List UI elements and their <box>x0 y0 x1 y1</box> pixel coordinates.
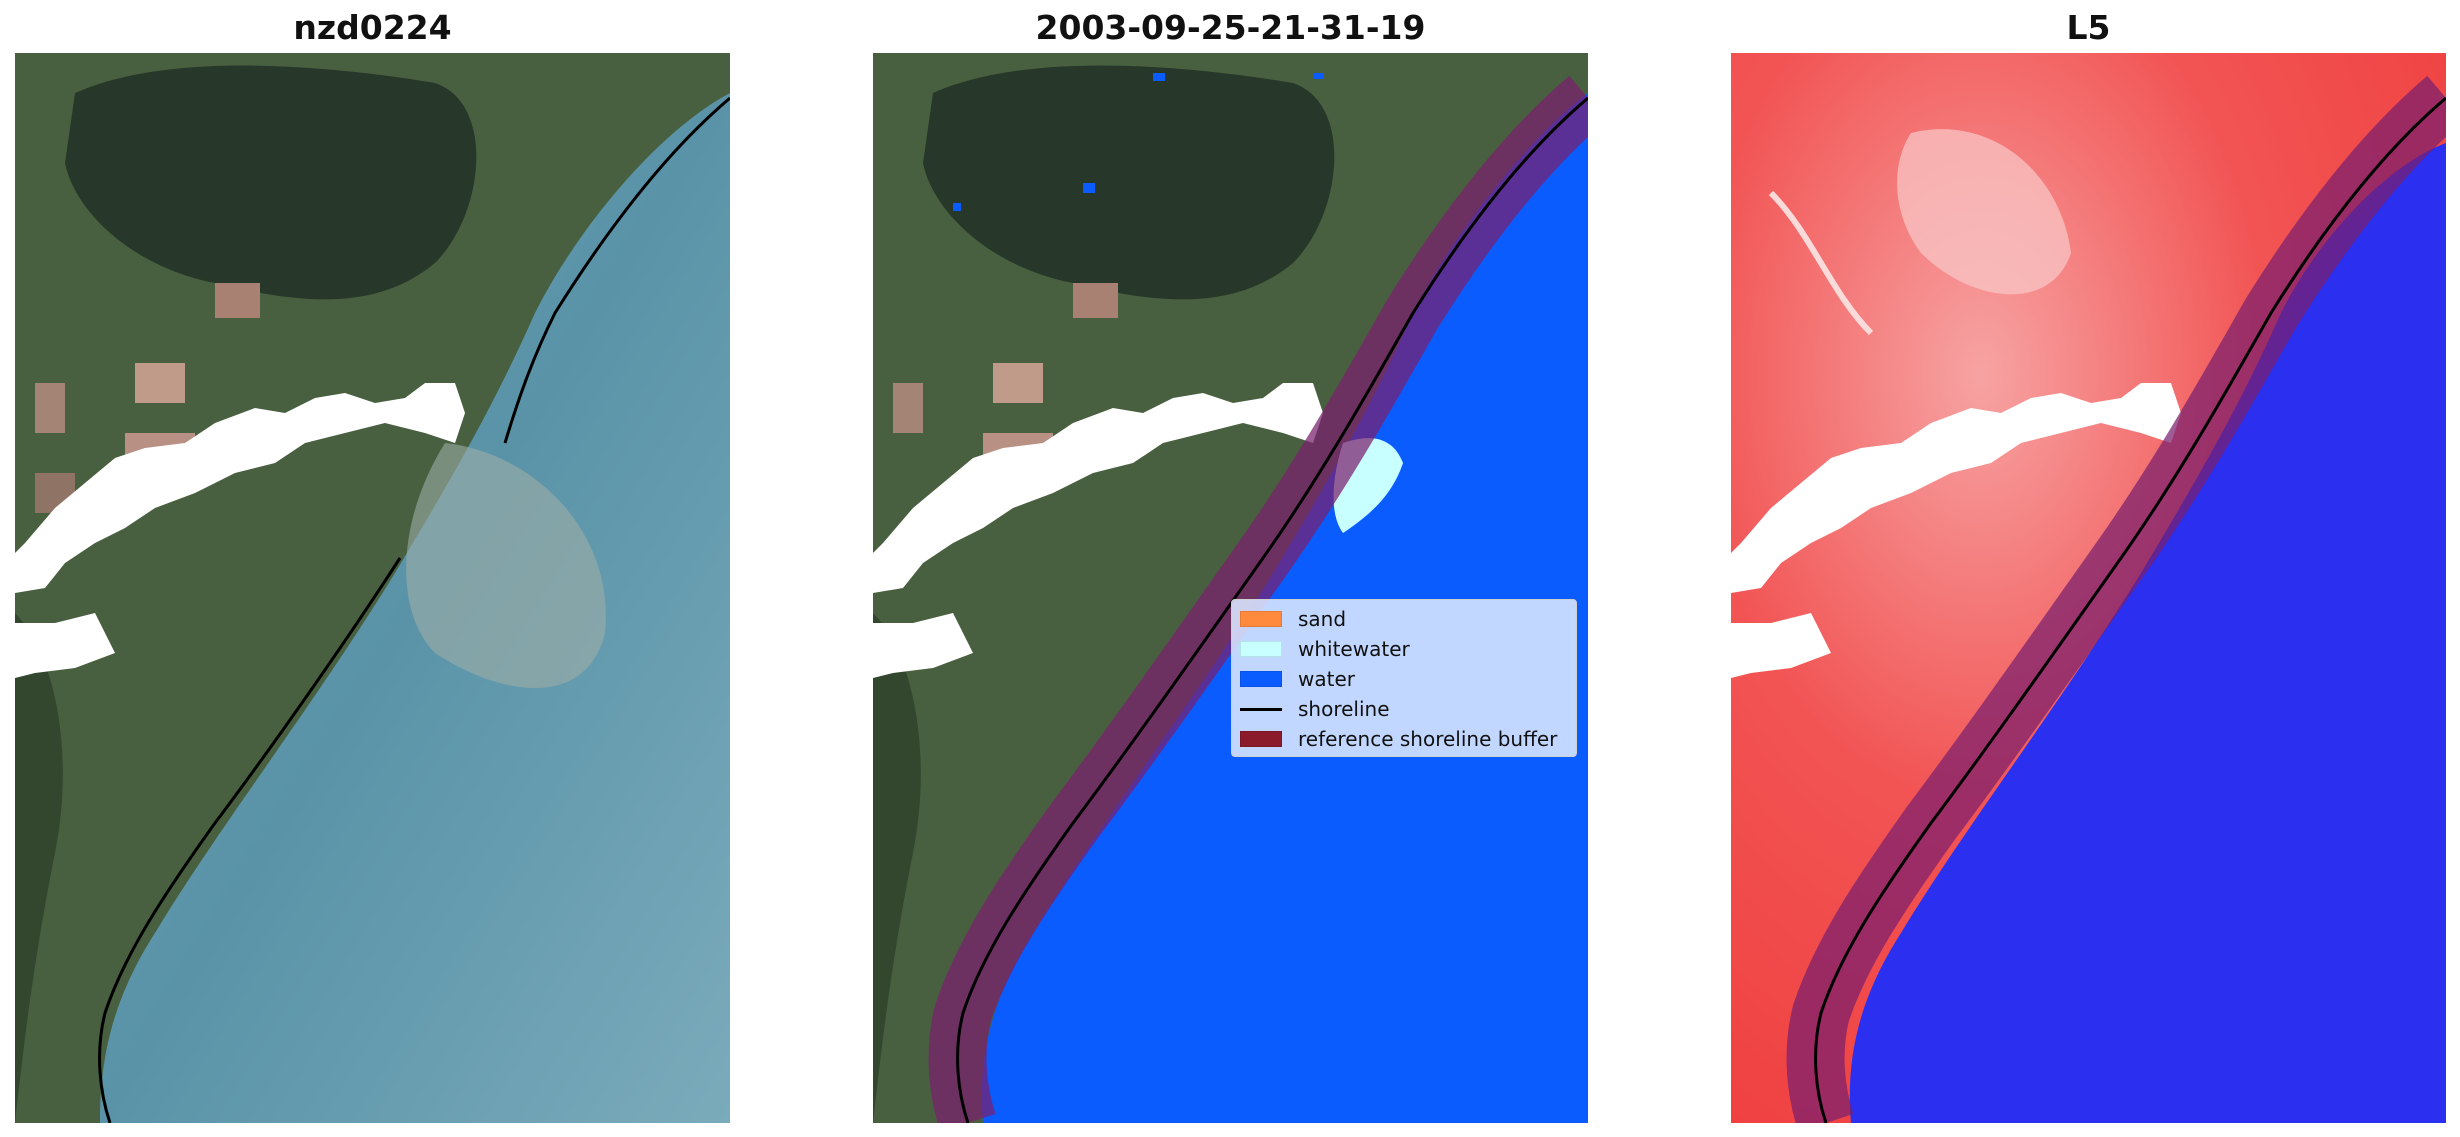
legend: sand whitewater water shoreline referenc… <box>1231 599 1577 757</box>
panel-title-rgb: nzd0224 <box>293 8 452 47</box>
legend-item-water: water <box>1232 664 1576 694</box>
index-image-panel <box>1731 53 2446 1123</box>
water-swatch <box>1240 671 1282 687</box>
legend-label: reference shoreline buffer <box>1298 727 1558 751</box>
legend-label: shoreline <box>1298 697 1390 721</box>
classified-image-panel <box>873 53 1588 1123</box>
water-index-region <box>1849 143 2446 1123</box>
legend-label: whitewater <box>1298 637 1410 661</box>
legend-item-whitewater: whitewater <box>1232 634 1576 664</box>
shoreline <box>98 96 730 1123</box>
index-image <box>1731 53 2446 1123</box>
shoreline <box>1814 96 2446 1123</box>
panel-title-mndwi: L5 <box>2066 8 2111 47</box>
rgb-image-panel <box>15 53 730 1123</box>
legend-item-shoreline: shoreline <box>1232 694 1576 724</box>
legend-label: water <box>1298 667 1355 691</box>
shoreline <box>956 96 1588 1123</box>
legend-item-sand: sand <box>1232 604 1576 634</box>
shoreline-line-swatch <box>1240 708 1282 711</box>
panel-title-classified: 2003-09-25-21-31-19 <box>1035 8 1426 47</box>
sand-swatch <box>1240 611 1282 627</box>
whitewater-swatch <box>1240 641 1282 657</box>
legend-label: sand <box>1298 607 1347 631</box>
buffer-swatch <box>1240 731 1282 747</box>
rgb-image <box>15 53 730 1123</box>
classified-image <box>873 53 1588 1123</box>
legend-item-buffer: reference shoreline buffer <box>1232 724 1576 754</box>
